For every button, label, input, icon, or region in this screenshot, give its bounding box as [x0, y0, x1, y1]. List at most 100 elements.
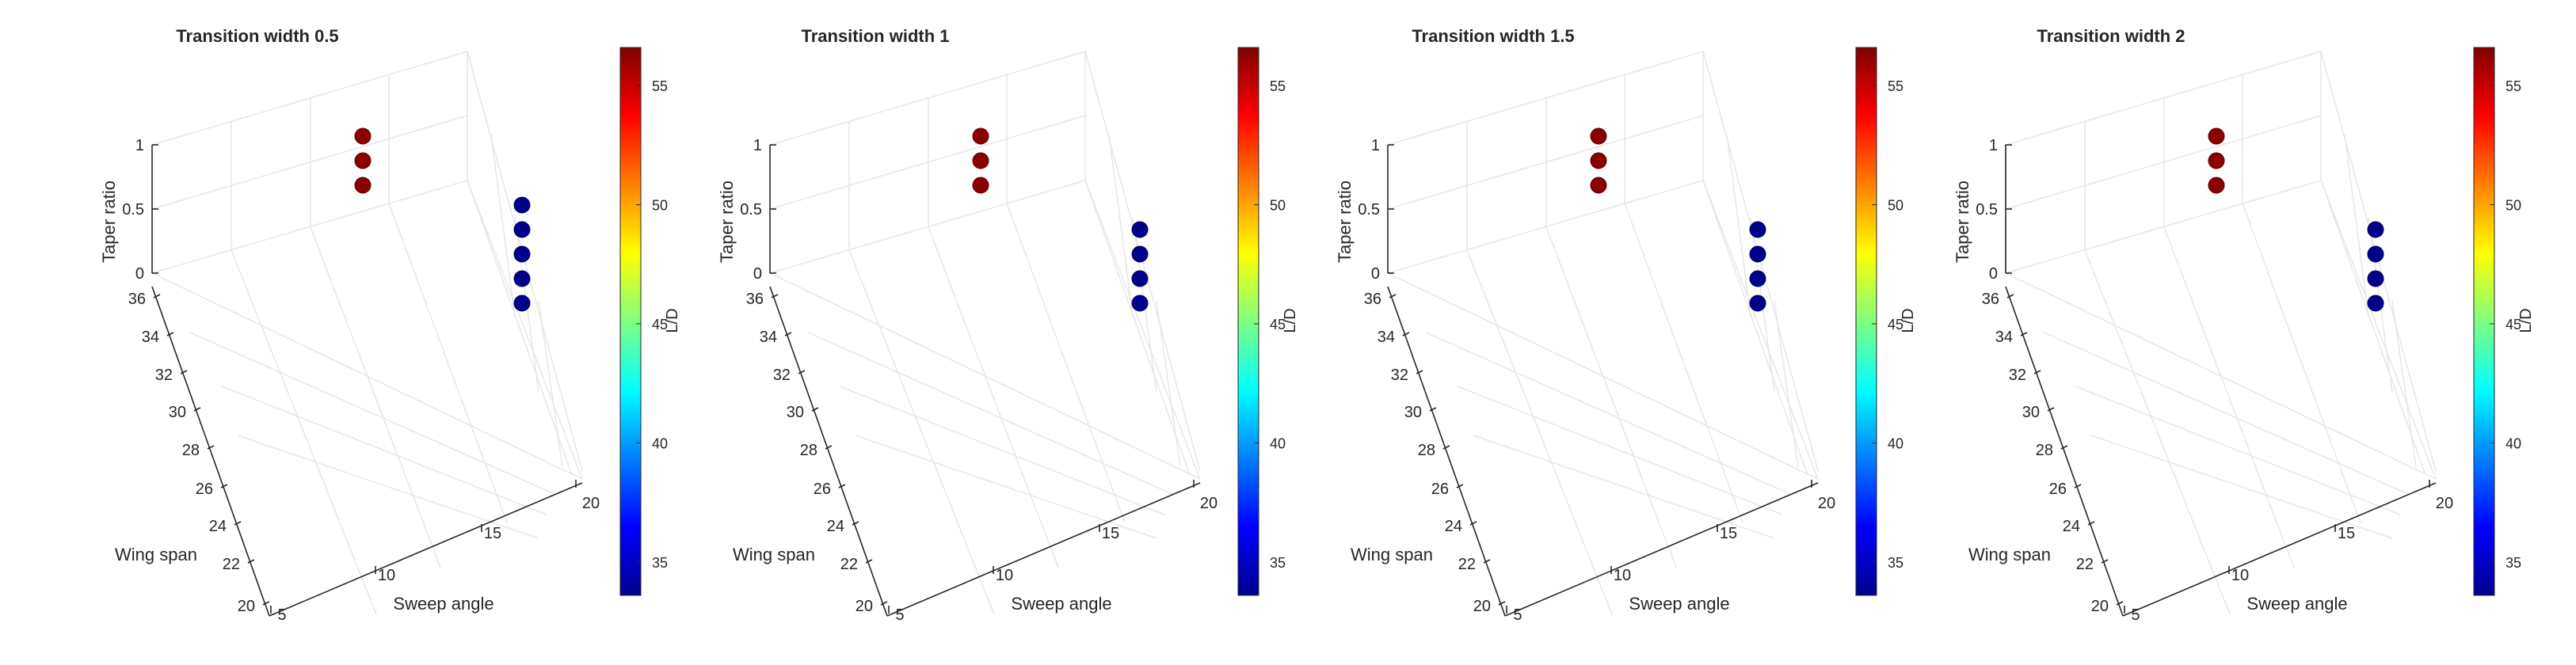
span-tick-label: 26 [1431, 481, 1449, 498]
data-point [513, 196, 531, 214]
span-tick-mark [1429, 407, 1437, 412]
axes [2005, 144, 2437, 617]
colorbar-tick-label: 35 [652, 555, 668, 571]
sweep-axis-label: Sweep angle [393, 594, 493, 614]
colorbar: 35 40 45 50 55 L/D [2473, 47, 2535, 596]
span-tick-label: 28 [800, 442, 817, 459]
span-tick-mark [207, 445, 215, 450]
span-tick-mark [1442, 445, 1450, 450]
sweep-tick-label: 5 [1513, 606, 1522, 624]
span-tick-label: 36 [128, 291, 146, 308]
span-tick-mark [852, 521, 859, 526]
axes [769, 144, 1201, 617]
span-tick-label: 36 [1364, 291, 1381, 308]
span-tick-label: 22 [2076, 556, 2094, 573]
grid-lines [151, 50, 583, 615]
colorbar-tick-label: 45 [1270, 317, 1286, 332]
sweep-tick-label: 5 [895, 606, 904, 624]
floor-grid-line [1545, 226, 1677, 568]
span-tick-label: 30 [787, 404, 804, 421]
z-tick-label: 1 [1989, 137, 1998, 154]
colorbar-tick-label: 40 [1270, 435, 1286, 451]
span-axis-line [151, 286, 270, 617]
sweep-tick-label: 10 [1614, 567, 1631, 584]
side-wall-line [1774, 300, 1799, 468]
chart-panel-3: 0 0.5 1 36 34 32 30 28 26 24 22 20 5 10 15 20 Taper rati… [1335, 26, 1917, 624]
span-tick-label: 22 [1458, 556, 1476, 573]
span-tick-mark [1416, 370, 1423, 374]
side-wall-line [2344, 134, 2369, 317]
span-tick-label: 26 [196, 481, 213, 498]
span-tick-label: 24 [2063, 518, 2080, 535]
span-tick-label: 32 [773, 367, 791, 384]
data-point [1131, 221, 1149, 238]
span-tick-mark [1469, 521, 1477, 526]
span-tick-label: 36 [1982, 291, 1999, 308]
right-wall-bottom [2320, 180, 2437, 480]
data-point [513, 270, 531, 287]
data-point [2208, 177, 2225, 194]
data-point [2367, 245, 2384, 263]
data-point [513, 221, 531, 238]
span-tick-mark [771, 294, 779, 298]
colorbar-label: L/D [2517, 308, 2535, 332]
floor-grid-line [928, 226, 1059, 568]
colorbar-tick-label: 45 [1888, 317, 1903, 332]
sweep-axis-label: Sweep angle [2246, 594, 2347, 614]
span-tick-mark [1389, 294, 1397, 298]
colorbar-tick-label: 35 [2506, 555, 2521, 571]
span-tick-mark [784, 332, 792, 336]
sweep-tick-label: 20 [582, 495, 600, 512]
z-tick-label: 0 [1371, 265, 1380, 283]
z-axis-label: Taper ratio [1953, 180, 1972, 263]
span-tick-mark [220, 484, 228, 488]
colorbar-gradient [1855, 47, 1877, 596]
sweep-tick-label: 5 [2131, 606, 2140, 624]
span-axis-label: Wing span [733, 545, 815, 564]
span-tick-label: 20 [238, 598, 255, 615]
side-wall-line [538, 300, 563, 468]
span-tick-label: 28 [182, 442, 200, 459]
sweep-axis-label: Sweep angle [1011, 594, 1111, 614]
colorbar: 35 40 45 50 55 L/D [1855, 47, 1917, 596]
back-wall-hline [1387, 115, 1704, 210]
span-tick-label: 26 [814, 481, 831, 498]
floor-grid-line [2090, 435, 2393, 539]
colorbar-tick-label: 55 [2506, 78, 2521, 94]
span-tick-label: 36 [746, 291, 764, 308]
span-tick-label: 20 [2091, 598, 2109, 615]
floor-grid-line [221, 386, 547, 515]
floor-grid-line [310, 226, 441, 568]
span-tick-mark [2020, 332, 2028, 336]
chart-panel-4: 0 0.5 1 36 34 32 30 28 26 24 22 20 5 10 15 20 Taper rati… [1953, 26, 2535, 624]
span-tick-mark [153, 294, 161, 298]
span-tick-label: 28 [1418, 442, 1435, 459]
span-tick-mark [825, 445, 833, 450]
colorbar-tick-label: 55 [652, 78, 668, 94]
z-axis-label: Taper ratio [1335, 180, 1355, 263]
floor-grid-line [1466, 249, 1613, 615]
colorbar-tick-label: 50 [2506, 198, 2521, 214]
colorbar-tick-label: 35 [1888, 555, 1903, 571]
back-wall-hline [769, 115, 1086, 210]
span-tick-mark [811, 407, 819, 412]
data-point [354, 177, 372, 194]
right-wall-bottom [1702, 180, 1819, 480]
side-wall-line [1108, 134, 1134, 317]
span-axis-line [2005, 286, 2124, 617]
z-tick-label: 0.5 [740, 201, 762, 218]
floor-grid-line [231, 249, 377, 615]
colorbar-tick-label: 45 [2506, 317, 2521, 332]
span-tick-mark [2033, 370, 2041, 374]
span-tick-mark [1498, 601, 1506, 606]
colorbar: 35 40 45 50 55 L/D [619, 47, 681, 596]
grid-lines [769, 50, 1201, 615]
span-tick-label: 24 [1445, 518, 1462, 535]
colorbar-tick-label: 55 [1888, 78, 1903, 94]
data-point [513, 245, 531, 263]
span-tick-label: 22 [840, 556, 858, 573]
span-tick-label: 32 [155, 367, 173, 384]
side-wall-line [1156, 300, 1181, 468]
span-tick-label: 30 [1404, 404, 1422, 421]
span-tick-mark [2060, 445, 2068, 450]
